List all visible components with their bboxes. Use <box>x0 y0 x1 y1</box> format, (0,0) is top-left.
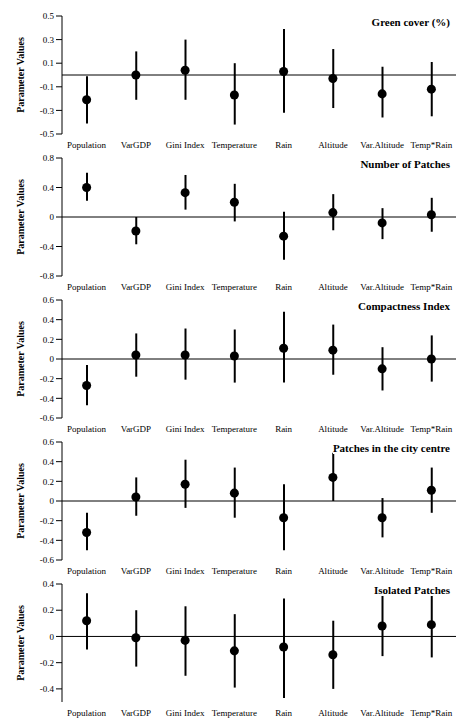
svg-text:VarGDP: VarGDP <box>121 708 152 718</box>
svg-text:0.6: 0.6 <box>43 295 55 305</box>
svg-text:-0.4: -0.4 <box>40 536 55 546</box>
svg-text:-0.8: -0.8 <box>40 271 55 281</box>
svg-text:Population: Population <box>67 282 107 292</box>
svg-text:0.4: 0.4 <box>43 457 55 467</box>
svg-text:Parameter Values: Parameter Values <box>15 605 26 681</box>
svg-text:Rain: Rain <box>275 708 292 718</box>
svg-text:0: 0 <box>50 354 55 364</box>
svg-text:0.2: 0.2 <box>43 477 54 487</box>
svg-text:0.5: 0.5 <box>43 11 55 21</box>
svg-text:Temperature: Temperature <box>212 282 257 292</box>
svg-text:Var.Altitude: Var.Altitude <box>360 566 404 576</box>
svg-text:Temp*Rain: Temp*Rain <box>410 708 452 718</box>
svg-text:0.3: 0.3 <box>43 35 55 45</box>
svg-text:Population: Population <box>67 424 107 434</box>
svg-text:Gini Index: Gini Index <box>166 282 205 292</box>
html-text:Compactness Index: Compactness Index <box>358 300 450 312</box>
svg-text:Parameter Values: Parameter Values <box>15 463 26 539</box>
html-text:Green cover (%): Green cover (%) <box>371 16 450 28</box>
html-text:Isolated Patches: Isolated Patches <box>373 584 450 596</box>
svg-text:-0.4: -0.4 <box>40 394 55 404</box>
svg-text:Rain: Rain <box>275 566 292 576</box>
svg-text:VarGDP: VarGDP <box>121 566 152 576</box>
svg-text:-0.6: -0.6 <box>40 413 55 423</box>
svg-text:Temp*Rain: Temp*Rain <box>410 424 452 434</box>
svg-text:Temperature: Temperature <box>212 708 257 718</box>
svg-text:Population: Population <box>67 140 107 150</box>
svg-text:Var.Altitude: Var.Altitude <box>360 282 404 292</box>
svg-text:Gini Index: Gini Index <box>166 140 205 150</box>
svg-text:Altitude: Altitude <box>318 566 348 576</box>
svg-text:-0.1: -0.1 <box>40 82 54 92</box>
svg-text:-0.3: -0.3 <box>40 106 55 116</box>
svg-text:0.2: 0.2 <box>43 605 54 615</box>
svg-text:Rain: Rain <box>275 140 292 150</box>
svg-text:0: 0 <box>50 496 55 506</box>
svg-text:Temperature: Temperature <box>212 566 257 576</box>
svg-text:VarGDP: VarGDP <box>121 140 152 150</box>
svg-text:-0.2: -0.2 <box>40 374 54 384</box>
svg-text:-0.6: -0.6 <box>40 555 55 565</box>
svg-text:-0.4: -0.4 <box>40 242 55 252</box>
svg-text:0.2: 0.2 <box>43 335 54 345</box>
svg-text:Altitude: Altitude <box>318 424 348 434</box>
svg-text:0.4: 0.4 <box>43 183 55 193</box>
svg-text:Parameter Values: Parameter Values <box>15 321 26 397</box>
svg-text:Var.Altitude: Var.Altitude <box>360 140 404 150</box>
html-text:Patches in the city centre: Patches in the city centre <box>332 442 450 454</box>
svg-text:Gini Index: Gini Index <box>166 424 205 434</box>
svg-text:VarGDP: VarGDP <box>121 424 152 434</box>
svg-text:Temp*Rain: Temp*Rain <box>410 140 452 150</box>
svg-text:Gini Index: Gini Index <box>166 566 205 576</box>
svg-text:Altitude: Altitude <box>318 708 348 718</box>
svg-text:-0.4: -0.4 <box>40 684 55 694</box>
svg-text:Rain: Rain <box>275 424 292 434</box>
html-text:Number of Patches: Number of Patches <box>360 158 450 170</box>
svg-text:Var.Altitude: Var.Altitude <box>360 424 404 434</box>
svg-text:Temp*Rain: Temp*Rain <box>410 566 452 576</box>
svg-text:Parameter Values: Parameter Values <box>15 179 26 255</box>
svg-text:0.4: 0.4 <box>43 579 55 589</box>
svg-text:Temp*Rain: Temp*Rain <box>410 282 452 292</box>
svg-text:Altitude: Altitude <box>318 140 348 150</box>
svg-text:Altitude: Altitude <box>318 282 348 292</box>
svg-text:Rain: Rain <box>275 282 292 292</box>
svg-text:Temperature: Temperature <box>212 424 257 434</box>
svg-text:VarGDP: VarGDP <box>121 282 152 292</box>
svg-text:0: 0 <box>50 212 55 222</box>
svg-text:-0.2: -0.2 <box>40 658 54 668</box>
svg-text:Population: Population <box>67 708 107 718</box>
svg-text:Gini Index: Gini Index <box>166 708 205 718</box>
svg-text:0.6: 0.6 <box>43 437 55 447</box>
svg-text:0.4: 0.4 <box>43 315 55 325</box>
svg-text:0: 0 <box>50 632 55 642</box>
svg-text:Var.Altitude: Var.Altitude <box>360 708 404 718</box>
svg-text:-0.5: -0.5 <box>40 129 55 139</box>
svg-text:0.1: 0.1 <box>43 58 54 68</box>
svg-text:Temperature: Temperature <box>212 140 257 150</box>
svg-text:0.8: 0.8 <box>43 153 55 163</box>
svg-text:Population: Population <box>67 566 107 576</box>
svg-text:-0.2: -0.2 <box>40 516 54 526</box>
svg-text:Parameter Values: Parameter Values <box>15 37 26 113</box>
